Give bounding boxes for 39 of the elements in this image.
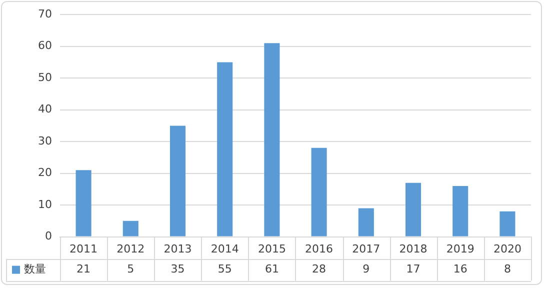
data-label: 28 bbox=[312, 262, 326, 276]
bar bbox=[452, 186, 468, 236]
y-tick-label: 60 bbox=[38, 39, 52, 52]
bar bbox=[264, 43, 280, 236]
x-tick-label: 2013 bbox=[164, 242, 192, 256]
x-tick-label: 2017 bbox=[352, 242, 380, 256]
bar bbox=[358, 208, 374, 236]
y-tick-label: 30 bbox=[38, 134, 52, 148]
data-label: 61 bbox=[264, 262, 279, 276]
y-tick-label: 40 bbox=[38, 102, 52, 116]
x-tick-label: 2011 bbox=[70, 242, 98, 256]
x-tick-label: 2015 bbox=[258, 242, 286, 256]
x-tick-label: 2020 bbox=[493, 242, 522, 256]
data-label: 35 bbox=[170, 262, 185, 276]
data-label: 17 bbox=[406, 262, 420, 276]
x-tick-label: 2014 bbox=[210, 242, 239, 256]
data-label: 5 bbox=[127, 262, 134, 276]
data-label: 8 bbox=[504, 262, 511, 276]
bar bbox=[122, 220, 138, 236]
x-tick-label: 2016 bbox=[305, 242, 334, 256]
data-label: 9 bbox=[362, 262, 370, 276]
x-tick-label: 2012 bbox=[116, 242, 145, 256]
data-label: 16 bbox=[453, 262, 468, 276]
bar bbox=[500, 211, 516, 236]
y-tick-label: 50 bbox=[38, 70, 52, 84]
legend-label: 数量 bbox=[24, 262, 46, 276]
data-label: 21 bbox=[76, 262, 91, 276]
y-tick-label: 10 bbox=[38, 198, 52, 211]
bar bbox=[217, 62, 233, 236]
bar bbox=[170, 126, 186, 236]
bar bbox=[405, 182, 422, 236]
y-tick-label: 70 bbox=[38, 7, 52, 20]
data-label: 55 bbox=[218, 262, 232, 276]
y-tick-label: 20 bbox=[38, 166, 52, 180]
bar bbox=[311, 148, 327, 236]
x-tick-label: 2019 bbox=[446, 242, 474, 256]
y-tick-label: 0 bbox=[44, 230, 52, 243]
x-tick-label: 2018 bbox=[399, 242, 428, 256]
bar bbox=[76, 170, 92, 236]
